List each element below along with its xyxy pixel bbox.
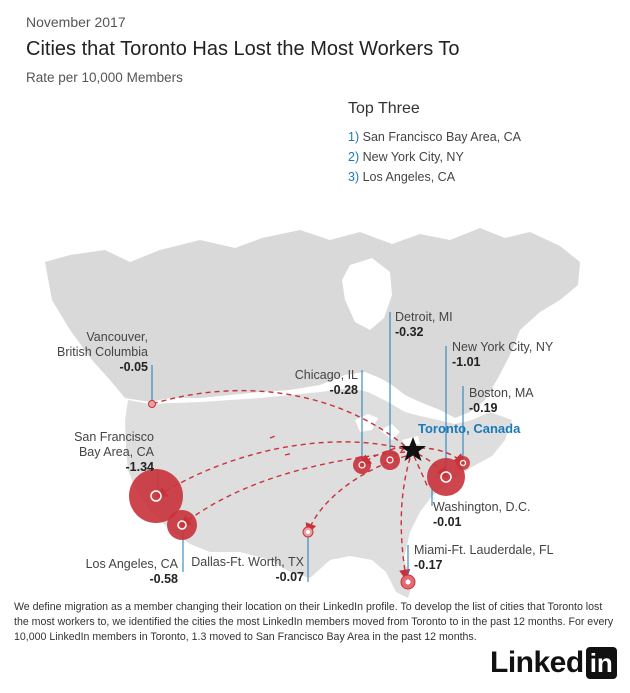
top-three-item: 1) San Francisco Bay Area, CA	[348, 130, 521, 144]
bubble-sf-inner	[150, 490, 162, 502]
bubble-nyc	[427, 458, 465, 496]
linkedin-logo[interactable]: Linked in	[490, 646, 617, 680]
arrow-sf	[155, 441, 405, 498]
arrow-vancouver	[151, 389, 406, 447]
city-value: -1.01	[452, 355, 481, 369]
city-name: Chicago, IL	[294, 368, 358, 382]
bubbles	[129, 400, 470, 590]
arrow-dc	[413, 455, 429, 489]
city-value: -0.28	[329, 383, 359, 397]
migration-map	[45, 228, 580, 598]
city-name: Dallas-Ft. Worth, TX	[191, 555, 304, 569]
bubble-chicago-inner	[358, 461, 366, 469]
city-value: -0.01	[433, 515, 462, 529]
city-label-la: Los Angeles, CA -0.58	[60, 557, 178, 587]
bubble-sf-outer	[129, 469, 183, 523]
city-value: -0.32	[395, 325, 424, 339]
city-label-boston: Boston, MA -0.19	[469, 386, 534, 416]
logo-text: Linked	[490, 646, 584, 679]
city-label-chicago: Chicago, IL -0.28	[276, 368, 358, 398]
bubble-detroit	[380, 450, 400, 470]
top-three-heading: Top Three	[348, 100, 420, 117]
logo-in-box: in	[585, 647, 617, 679]
city-label-dallas: Dallas-Ft. Worth, TX -0.07	[180, 555, 304, 585]
bubble-detroit-inner	[386, 456, 394, 464]
star-icon	[400, 437, 426, 461]
city-name: Detroit, MI	[395, 310, 453, 324]
city-value: -0.19	[469, 401, 498, 415]
bubble-dallas-inner	[306, 530, 310, 534]
city-label-miami: Miami-Ft. Lauderdale, FL -0.17	[414, 543, 554, 573]
city-label-vancouver: Vancouver, British Columbia -0.05	[40, 330, 148, 375]
bubble-chicago	[353, 456, 371, 474]
city-name: Los Angeles, CA	[85, 557, 178, 571]
hudson-bay	[342, 258, 392, 330]
top-three-item: 3) Los Angeles, CA	[348, 170, 455, 184]
page-subtitle: Rate per 10,000 Members	[26, 70, 183, 85]
city-name: New York City, NY	[452, 340, 554, 354]
city-value: -0.05	[119, 360, 149, 374]
rank-label: San Francisco Bay Area, CA	[362, 130, 522, 144]
city-name: Boston, MA	[469, 386, 534, 400]
city-value: -0.58	[149, 572, 179, 586]
bubble-nyc-inner	[440, 471, 452, 483]
great-lakes	[355, 414, 420, 446]
origin-label-toronto: Toronto, Canada	[418, 421, 521, 436]
rank-number: 3)	[348, 170, 360, 184]
city-label-dc: Washington, D.C. -0.01	[433, 500, 531, 530]
city-name: San Francisco Bay Area, CA	[74, 430, 154, 459]
city-name: Vancouver, British Columbia	[56, 330, 148, 359]
city-name: Washington, D.C.	[433, 500, 531, 514]
arrow-boston	[419, 447, 465, 465]
bubble-boston	[456, 456, 470, 470]
date-label: November 2017	[26, 14, 126, 30]
top-three-item: 2) New York City, NY	[348, 150, 464, 164]
city-value: -0.17	[414, 558, 443, 572]
rank-label: New York City, NY	[362, 150, 464, 164]
rank-label: Los Angeles, CA	[362, 170, 456, 184]
city-value: -1.34	[125, 460, 155, 474]
rank-number: 1)	[348, 130, 360, 144]
rank-number: 2)	[348, 150, 360, 164]
page-title: Cities that Toronto Has Lost the Most Wo…	[26, 38, 460, 60]
arrow-miami	[399, 457, 411, 581]
city-label-sf: San Francisco Bay Area, CA -1.34	[40, 430, 154, 475]
arrow-la	[179, 451, 406, 527]
city-value: -0.07	[275, 570, 305, 584]
city-label-detroit: Detroit, MI -0.32	[395, 310, 453, 340]
bubble-la-inner	[177, 520, 187, 530]
bubble-boston-inner	[459, 459, 467, 467]
bubble-miami-inner	[405, 579, 411, 585]
city-name: Miami-Ft. Lauderdale, FL	[414, 543, 554, 557]
bubble-la-outer	[167, 510, 197, 540]
footnote: We define migration as a member changing…	[14, 601, 614, 643]
bubble-vancouver	[148, 400, 156, 408]
city-label-nyc: New York City, NY -1.01	[452, 340, 553, 370]
